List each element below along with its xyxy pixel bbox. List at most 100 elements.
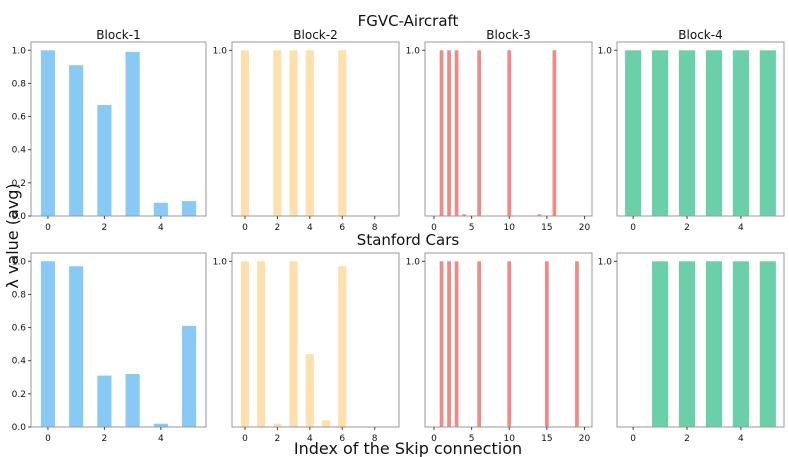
bar-r0-p0-2 [97, 105, 111, 216]
panel-frame-r0-p3 [617, 42, 784, 216]
xtick-label-r0-p2-4: 20 [579, 223, 591, 233]
xtick-label-r0-p3-1: 2 [684, 223, 690, 233]
ytick-label-r1-p0-2: 0.4 [12, 357, 27, 367]
bar-r0-p3-1 [652, 50, 668, 216]
block-title-1: Block-2 [293, 28, 337, 42]
bar-r0-p2-7 [553, 50, 557, 216]
bar-r0-p3-0 [625, 50, 641, 216]
bar-r1-p1-1 [257, 261, 265, 427]
ytick-label-r0-p0-3: 0.6 [12, 113, 27, 123]
panel-frame-r1-p1 [232, 253, 399, 427]
bar-r0-p1-0 [241, 50, 249, 216]
xtick-label-r1-p0-0: 0 [45, 434, 51, 444]
xtick-label-r1-p3-1: 2 [684, 434, 690, 444]
bar-r0-p0-3 [126, 52, 140, 216]
bar-r1-p1-4 [306, 354, 314, 427]
x-axis-label: Index of the Skip connection [294, 439, 522, 457]
bar-r1-p0-5 [182, 326, 196, 427]
ytick-label-r0-p3-0: 1.0 [598, 46, 613, 56]
bar-r1-p3-1 [679, 261, 695, 427]
bar-r1-p0-2 [97, 376, 111, 427]
xtick-label-r0-p2-1: 5 [469, 223, 475, 233]
ytick-label-r1-p3-0: 1.0 [598, 257, 613, 267]
bar-r1-p0-1 [69, 266, 83, 427]
xtick-label-r0-p2-0: 0 [431, 223, 437, 233]
ytick-label-r0-p0-4: 0.8 [12, 79, 27, 89]
xtick-label-r1-p3-2: 4 [738, 434, 744, 444]
bar-r0-p2-4 [477, 50, 481, 216]
block-title-3: Block-4 [678, 28, 722, 42]
ytick-label-r0-p0-2: 0.4 [12, 146, 27, 156]
bar-r0-p1-4 [338, 50, 346, 216]
bar-r0-p2-0 [440, 50, 444, 216]
ytick-label-r0-p2-0: 1.0 [406, 46, 421, 56]
bar-r1-p2-5 [545, 261, 549, 427]
bar-r0-p2-2 [455, 50, 459, 216]
bar-r0-p0-0 [41, 50, 55, 216]
bar-r1-p2-1 [447, 261, 451, 427]
xtick-label-r1-p1-0: 0 [242, 434, 248, 444]
bar-r1-p2-2 [455, 261, 459, 427]
xtick-label-r0-p2-2: 10 [504, 223, 516, 233]
bar-r1-p1-5 [322, 420, 330, 427]
bar-r1-p3-2 [706, 261, 722, 427]
xtick-label-r0-p1-4: 8 [372, 223, 378, 233]
bar-r0-p2-5 [507, 50, 511, 216]
xtick-label-r0-p0-1: 2 [102, 223, 108, 233]
xtick-label-r0-p1-3: 6 [339, 223, 345, 233]
y-axis-label: λ value (avg) [3, 183, 22, 288]
xtick-label-r1-p0-1: 2 [102, 434, 108, 444]
ytick-label-r1-p2-0: 1.0 [406, 257, 421, 267]
bar-r0-p1-1 [273, 50, 281, 216]
bar-r0-p3-4 [733, 50, 749, 216]
bar-r0-p0-4 [154, 203, 168, 216]
xtick-label-r1-p3-0: 0 [630, 434, 636, 444]
xtick-label-r0-p1-2: 4 [307, 223, 313, 233]
panel-frame-r0-p1 [232, 42, 399, 216]
bar-r1-p0-3 [126, 374, 140, 427]
bar-r1-p0-0 [41, 261, 55, 427]
bar-r1-p3-3 [733, 261, 749, 427]
bar-r1-p3-4 [760, 261, 776, 427]
bar-r0-p0-5 [182, 201, 196, 216]
ytick-label-r1-p0-3: 0.6 [12, 324, 27, 334]
bar-r0-p1-3 [306, 50, 314, 216]
ytick-label-r1-p0-0: 0.0 [12, 423, 27, 433]
bar-r1-p1-3 [290, 261, 298, 427]
xtick-label-r0-p0-0: 0 [45, 223, 51, 233]
ytick-label-r0-p0-5: 1.0 [12, 46, 27, 56]
xtick-label-r1-p2-4: 20 [579, 434, 591, 444]
xtick-label-r0-p1-0: 0 [242, 223, 248, 233]
panel-frame-r1-p3 [617, 253, 784, 427]
bar-r0-p3-2 [679, 50, 695, 216]
ytick-label-r1-p1-0: 1.0 [213, 257, 228, 267]
bar-r1-p2-6 [575, 261, 579, 427]
xtick-label-r1-p2-3: 15 [541, 434, 552, 444]
ytick-label-r1-p0-4: 0.8 [12, 290, 27, 300]
row-title-1: Stanford Cars [357, 231, 460, 249]
row-title-0: FGVC-Aircraft [358, 12, 459, 30]
block-title-0: Block-1 [96, 28, 140, 42]
bar-r0-p2-1 [447, 50, 451, 216]
bar-r1-p2-0 [440, 261, 444, 427]
bar-r0-p3-5 [760, 50, 776, 216]
xtick-label-r0-p1-1: 2 [275, 223, 281, 233]
bar-r1-p3-0 [652, 261, 668, 427]
bar-r1-p1-0 [241, 261, 249, 427]
xtick-label-r1-p1-1: 2 [275, 434, 281, 444]
ytick-label-r1-p0-1: 0.2 [12, 390, 26, 400]
xtick-label-r1-p0-2: 4 [158, 434, 164, 444]
xtick-label-r0-p3-0: 0 [630, 223, 636, 233]
xtick-label-r0-p2-3: 15 [541, 223, 552, 233]
bar-r0-p3-3 [706, 50, 722, 216]
panel-frame-r1-p0 [31, 253, 206, 427]
xtick-label-r0-p0-2: 4 [158, 223, 164, 233]
bar-r1-p1-6 [338, 266, 346, 427]
ytick-label-r0-p1-0: 1.0 [213, 46, 228, 56]
block-title-2: Block-3 [486, 28, 530, 42]
panel-frame-r0-p0 [31, 42, 206, 216]
bar-r1-p2-4 [507, 261, 511, 427]
bar-r1-p2-3 [477, 261, 481, 427]
bar-r0-p0-1 [69, 65, 83, 216]
figure: FGVC-AircraftStanford Cars0 2 40.00.20.40.… [0, 0, 789, 457]
